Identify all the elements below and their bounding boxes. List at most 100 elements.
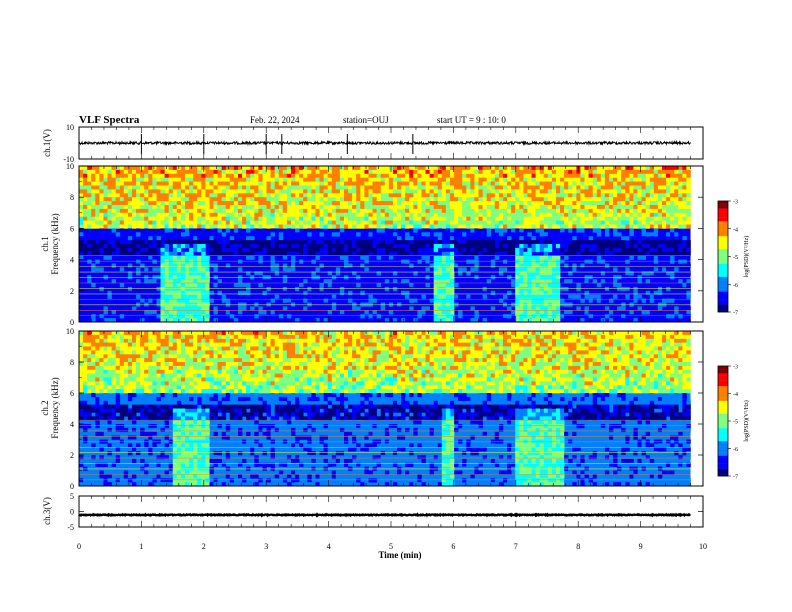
spectrogram-cell bbox=[176, 224, 182, 229]
spectrogram-cell bbox=[103, 474, 108, 479]
spectrogram-cell bbox=[409, 283, 414, 288]
spectrogram-cell bbox=[580, 247, 585, 253]
spectrogram-cell bbox=[662, 205, 667, 210]
spectrogram-cell bbox=[185, 220, 190, 225]
spectrogram-cell bbox=[127, 240, 133, 245]
spectrogram-cell bbox=[270, 197, 275, 202]
spectrogram-cell bbox=[380, 220, 386, 225]
spectrogram-cell bbox=[205, 263, 210, 268]
spectrogram-cell bbox=[103, 205, 108, 210]
spectrogram-cell bbox=[604, 177, 610, 182]
spectrogram-cell bbox=[433, 169, 439, 175]
spectrogram-cell bbox=[193, 306, 198, 311]
spectrogram-cell bbox=[238, 224, 243, 229]
spectrogram-cell bbox=[303, 205, 308, 210]
spectrogram-cell bbox=[666, 286, 671, 292]
spectrogram-cell bbox=[588, 205, 593, 210]
spectrogram-cell bbox=[421, 173, 426, 178]
spectrogram-cell bbox=[425, 173, 430, 178]
spectrogram-cell bbox=[225, 224, 231, 229]
spectrogram-cell bbox=[478, 267, 483, 272]
spectrogram-cell bbox=[613, 294, 618, 299]
spectrogram-cell bbox=[79, 385, 84, 390]
spectrogram-cell bbox=[551, 212, 557, 217]
spectrogram-cell bbox=[352, 212, 357, 217]
spectrogram-cell bbox=[450, 236, 455, 241]
spectrogram-cell bbox=[454, 240, 459, 245]
spectrogram-cell bbox=[229, 181, 235, 186]
spectrogram-cell bbox=[486, 185, 492, 190]
spectrogram-cell bbox=[356, 177, 361, 182]
spectrogram-cell bbox=[474, 314, 479, 319]
spectrogram-cell bbox=[662, 318, 667, 323]
spectrogram-cell bbox=[136, 259, 141, 264]
spectrogram-cell bbox=[653, 185, 659, 190]
spectrogram-cell bbox=[662, 201, 667, 206]
spectrogram-cell bbox=[99, 177, 104, 182]
spectrogram-cell bbox=[258, 177, 263, 182]
spectrogram-cell bbox=[144, 208, 149, 214]
spectrogram-cell bbox=[352, 216, 357, 221]
spectrogram-cell bbox=[278, 244, 284, 249]
spectrogram-cell bbox=[621, 286, 626, 292]
spectrogram-cell bbox=[311, 255, 316, 260]
spectrogram-cell bbox=[209, 259, 214, 264]
spectrogram-cell bbox=[580, 185, 585, 190]
spectrogram-cell bbox=[331, 224, 337, 229]
spectrogram-cell bbox=[233, 169, 239, 175]
spectrogram-cell bbox=[490, 197, 496, 202]
spectrogram-cell bbox=[160, 197, 165, 202]
spectrogram-cell bbox=[136, 216, 141, 221]
spectrogram-cell bbox=[266, 236, 271, 241]
spectrogram-cell bbox=[221, 220, 227, 225]
spectrogram-cell bbox=[617, 314, 622, 319]
spectrogram-cell bbox=[286, 240, 292, 245]
spectrogram-cell bbox=[604, 181, 610, 186]
spectrogram-cell bbox=[417, 244, 422, 249]
spectrogram-cell bbox=[568, 271, 573, 276]
spectrogram-cell bbox=[262, 189, 267, 194]
spectrogram-cell bbox=[307, 201, 312, 206]
spectrogram-cell bbox=[254, 193, 259, 198]
spectrogram-cell bbox=[617, 177, 622, 182]
spectrogram-cell bbox=[185, 166, 190, 171]
spectrogram-cell bbox=[498, 267, 504, 272]
spectrogram-cell bbox=[111, 236, 116, 241]
spectrogram-cell bbox=[176, 244, 182, 249]
spectrogram-cell bbox=[258, 306, 263, 311]
start-ut-label: start UT = 9 : 10: 0 bbox=[437, 115, 506, 125]
spectrogram-cell bbox=[613, 247, 618, 253]
spectrogram-cell bbox=[556, 208, 561, 214]
spectrogram-cell bbox=[180, 244, 186, 249]
spectrogram-cell bbox=[519, 166, 524, 171]
spectrogram-cell bbox=[246, 201, 251, 206]
spectrogram-cell bbox=[176, 298, 182, 303]
spectrogram-cell bbox=[429, 236, 434, 241]
spectrogram-cell bbox=[99, 447, 104, 452]
spectrogram-cell bbox=[637, 240, 642, 245]
spectrogram-cell bbox=[649, 181, 655, 186]
spectrogram-cell bbox=[111, 193, 116, 198]
spectrogram-cell bbox=[482, 318, 487, 323]
date-label: Feb. 22, 2024 bbox=[250, 115, 300, 125]
spectrogram-cell bbox=[201, 259, 206, 264]
spectrogram-cell bbox=[270, 212, 275, 217]
spectrogram-cell bbox=[282, 259, 288, 264]
spectrogram-cell bbox=[580, 212, 585, 217]
spectrogram-cell bbox=[168, 267, 174, 272]
spectrogram-cell bbox=[213, 212, 218, 217]
spectrogram-cell bbox=[83, 271, 88, 276]
spectrogram-cell bbox=[323, 169, 328, 175]
spectrogram-cell bbox=[83, 400, 88, 405]
spectrogram-cell bbox=[392, 185, 398, 190]
spectrogram-cell bbox=[498, 318, 504, 323]
spectrogram-cell bbox=[115, 220, 121, 225]
spectrogram-cell bbox=[417, 224, 422, 229]
spectrogram-cell bbox=[99, 455, 104, 460]
spectrogram-cell bbox=[270, 173, 275, 178]
spectrogram-cell bbox=[556, 224, 561, 229]
spectrogram-cell bbox=[160, 279, 165, 284]
spectrogram-cell bbox=[547, 224, 553, 229]
spectrogram-cell bbox=[303, 216, 308, 221]
spectrogram-cell bbox=[507, 224, 512, 229]
